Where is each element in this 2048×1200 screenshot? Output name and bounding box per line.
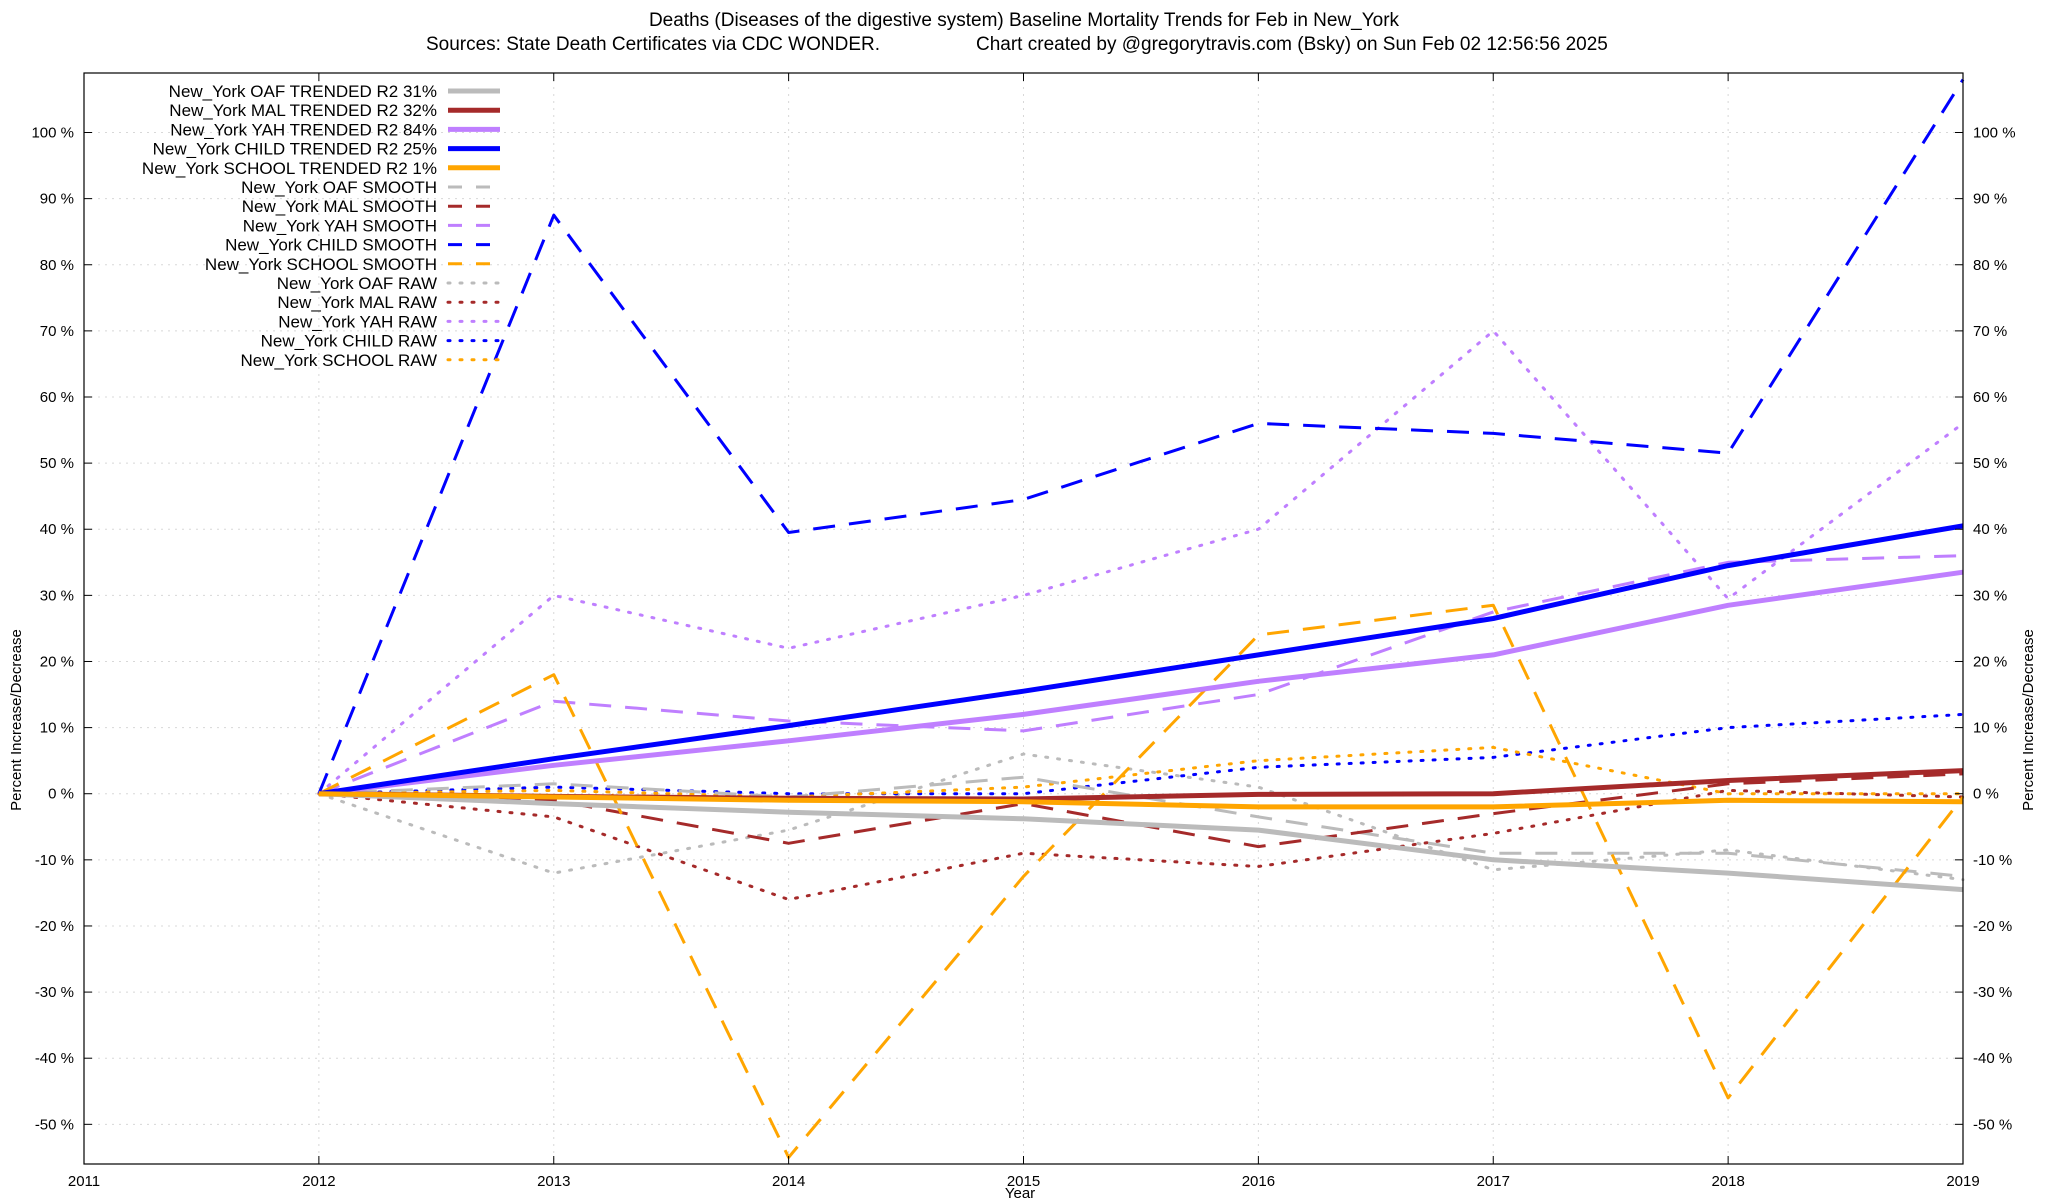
legend-label: New_York MAL RAW [277, 293, 437, 312]
legend-label: New_York OAF RAW [277, 274, 437, 293]
legend-label: New_York OAF SMOOTH [241, 178, 437, 197]
y2-axis-label: Percent Increase/Decrease [2020, 629, 2037, 811]
y2-tick-label: 100 % [1973, 125, 2016, 142]
legend-label: New_York YAH RAW [278, 312, 437, 331]
y-tick-label: 50 % [40, 455, 74, 472]
series-line-oaf-trended [318, 791, 1964, 893]
y-tick-label: -20 % [35, 918, 74, 935]
grid [83, 73, 1964, 1164]
x-tick-label: 2015 [1007, 1173, 1040, 1190]
y2-tick-label: 0 % [1973, 786, 1999, 803]
chart-subtitle-right: Chart created by @gregorytravis.com (Bsk… [976, 34, 1608, 55]
series-line-oaf-smooth [318, 775, 1964, 878]
y2-tick-label: 50 % [1973, 455, 2007, 472]
y-tick-label: 70 % [40, 323, 74, 340]
y-tick-label: 90 % [40, 191, 74, 208]
y2-tick-label: -40 % [1973, 1050, 2012, 1067]
series-line-school-trended [318, 791, 1964, 810]
series-line-yah-smooth [318, 554, 1964, 796]
y-tick-label: -50 % [35, 1116, 74, 1133]
y-tick-label: 80 % [40, 257, 74, 274]
y2-tick-label: 90 % [1973, 191, 2007, 208]
legend-label: New_York SCHOOL RAW [241, 351, 438, 370]
series-line-school-smooth [318, 603, 1965, 1159]
legend-label: New_York OAF TRENDED R2 31% [169, 82, 437, 101]
y2-tick-label: 80 % [1973, 257, 2007, 274]
y2-tick-label: 60 % [1973, 389, 2007, 406]
legend-label: New_York CHILD SMOOTH [225, 236, 437, 255]
x-tick-label: 2011 [68, 1173, 100, 1190]
y2-tick-label: 30 % [1973, 587, 2007, 604]
legend-label: New_York YAH TRENDED R2 84% [170, 120, 437, 139]
chart-title: Deaths (Diseases of the digestive system… [649, 10, 1400, 31]
y2-tick-label: -10 % [1973, 852, 2012, 869]
series-line-yah-trended [318, 569, 1964, 797]
legend-label: New_York CHILD RAW [261, 332, 437, 351]
y2-tick-label: -20 % [1973, 918, 2012, 935]
y-axis-label: Percent Increase/Decrease [8, 629, 25, 811]
y-tick-label: 40 % [40, 521, 74, 538]
y-tick-label: 0 % [48, 786, 74, 803]
series-line-child-smooth [317, 78, 1965, 795]
y2-tick-label: 10 % [1973, 720, 2007, 737]
y-tick-label: -40 % [35, 1050, 74, 1067]
x-tick-label: 2013 [537, 1173, 570, 1190]
y2-tick-label: -30 % [1973, 984, 2012, 1001]
y-tick-label: -10 % [35, 852, 74, 869]
y2-tick-label: 20 % [1973, 653, 2007, 670]
x-tick-label: 2017 [1477, 1173, 1510, 1190]
legend-label: New_York MAL TRENDED R2 32% [169, 101, 437, 120]
ticks: 2011 2012 2013 2014 2015 2016 2017 2018 2019 -50 … [31, 73, 2016, 1190]
legend-label: New_York MAL SMOOTH [242, 197, 437, 216]
y-tick-label: 60 % [40, 389, 74, 406]
x-tick-label: 2016 [1242, 1173, 1275, 1190]
legend-label: New_York SCHOOL TRENDED R2 1% [142, 159, 437, 178]
x-tick-label: 2012 [302, 1173, 335, 1190]
legend-label: New_York YAH SMOOTH [243, 216, 437, 235]
y-tick-label: 100 % [31, 125, 74, 142]
x-tick-label: 2019 [1946, 1173, 1979, 1190]
x-tick-label: 2014 [772, 1173, 805, 1190]
series-line-yah-raw [317, 329, 1965, 796]
legend: New_York OAF TRENDED R2 31%New_York MAL … [142, 82, 502, 370]
y2-tick-label: 40 % [1973, 521, 2007, 538]
series-line-mal-smooth [318, 772, 1964, 849]
y-tick-label: -30 % [35, 984, 74, 1001]
legend-label: New_York CHILD TRENDED R2 25% [153, 140, 437, 159]
series-line-mal-raw [317, 788, 1965, 901]
y-tick-label: 20 % [40, 653, 74, 670]
y2-tick-label: -50 % [1973, 1116, 2012, 1133]
x-tick-label: 2018 [1711, 1173, 1744, 1190]
series-line-child-trended [318, 523, 1964, 797]
chart-subtitle-left: Sources: State Death Certificates via CD… [426, 34, 880, 55]
x-axis-label: Year [1005, 1185, 1035, 1200]
series-group [317, 78, 1965, 1159]
y-tick-label: 10 % [40, 720, 74, 737]
legend-label: New_York SCHOOL SMOOTH [205, 255, 437, 274]
y2-tick-label: 70 % [1973, 323, 2007, 340]
y-tick-label: 30 % [40, 587, 74, 604]
